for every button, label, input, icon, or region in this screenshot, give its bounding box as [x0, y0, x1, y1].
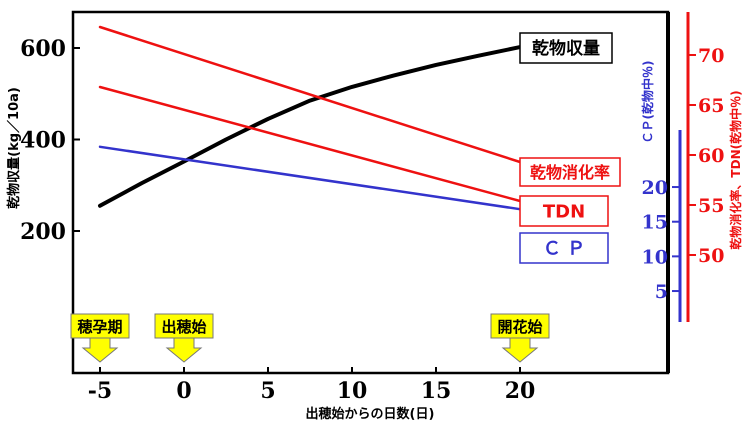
left-tick-label: 600 — [20, 36, 66, 62]
series-line-2 — [98, 85, 522, 203]
x-tick-label: 0 — [176, 378, 191, 404]
red-axis-title: 乾物消化率、TDN(乾物中％) — [728, 90, 743, 249]
cp-tick-label: 5 — [655, 281, 668, 303]
stage-marker-arrow-icon — [81, 337, 119, 363]
x-tick-label: 15 — [421, 378, 452, 404]
series-line-1 — [98, 25, 522, 164]
series-label: Ｃ Ｐ — [543, 238, 585, 259]
series-label-box — [519, 232, 609, 264]
series-line-3 — [98, 145, 522, 211]
red-tick-label: 60 — [698, 145, 724, 167]
cp-axis-title: ＣＰ(乾物中％) — [640, 61, 655, 144]
red-tick-label: 65 — [698, 95, 724, 117]
stage-marker-label: 開花始 — [497, 318, 542, 336]
plot-area — [71, 10, 670, 375]
series-label-box — [519, 157, 621, 187]
x-axis-title: 出穂始からの日数(日) — [306, 406, 435, 422]
stage-marker-box — [154, 313, 214, 339]
x-tick-label: -5 — [88, 378, 112, 404]
stage-marker-arrow-icon — [501, 337, 539, 363]
cp-tick-label: 20 — [642, 177, 668, 199]
stage-marker-arrow-icon — [165, 337, 203, 363]
series-label: 乾物収量 — [532, 38, 600, 59]
cp-tick-label: 10 — [642, 246, 668, 268]
red-tick-label: 55 — [698, 195, 724, 217]
x-tick-label: 20 — [505, 378, 536, 404]
red-tick-label: 50 — [698, 245, 724, 267]
series-label: 乾物消化率 — [530, 163, 610, 182]
stage-marker-box — [490, 313, 550, 339]
x-tick-label: 10 — [337, 378, 368, 404]
series-label-box — [519, 32, 613, 64]
left-tick-label: 400 — [20, 128, 66, 154]
left-tick-label: 200 — [20, 219, 66, 245]
cp-tick-label: 15 — [642, 212, 668, 234]
stage-marker-box — [70, 313, 130, 339]
series-line-0 — [98, 45, 522, 208]
stage-marker-label: 出穂始 — [161, 318, 206, 336]
series-label-box — [519, 195, 609, 227]
left-axis-title: 乾物収量(kg／10a) — [6, 87, 22, 209]
series-label: TDN — [543, 201, 585, 222]
red-tick-label: 70 — [698, 45, 724, 67]
x-tick-label: 5 — [260, 378, 275, 404]
stage-marker-label: 穂孕期 — [77, 318, 122, 336]
